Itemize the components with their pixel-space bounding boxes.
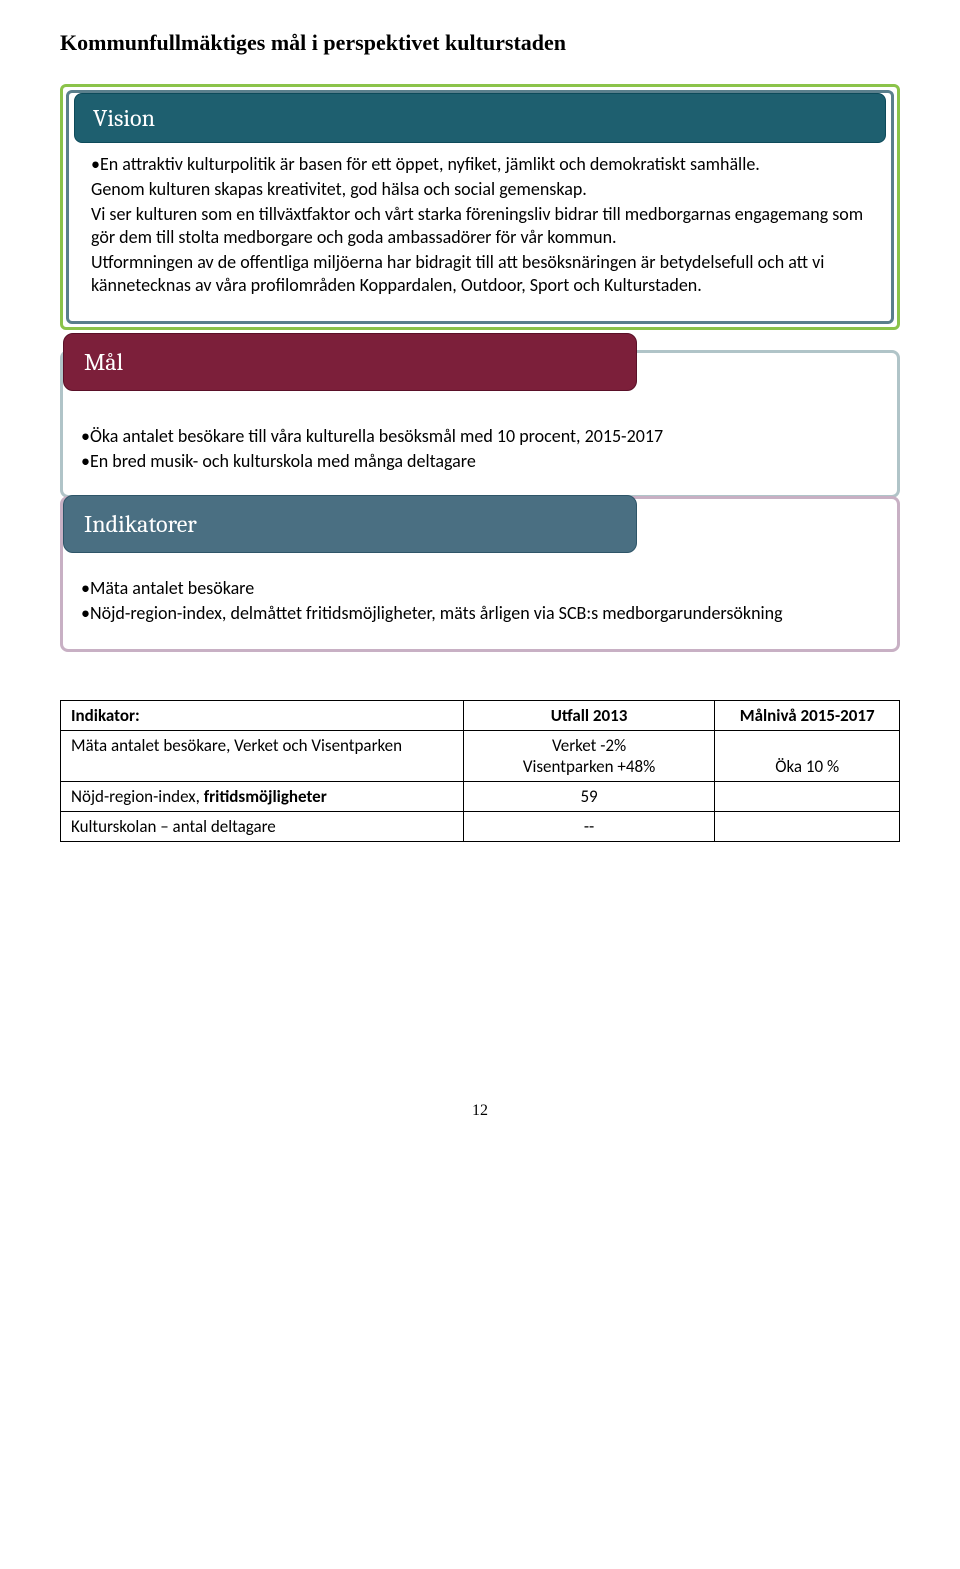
vision-outer-frame: Vision •En attraktiv kulturpolitik är ba…	[60, 84, 900, 330]
indikatorer-bullet: •Nöjd-region-index, delmåttet fritidsmöj…	[81, 602, 879, 625]
vision-section: Vision •En attraktiv kulturpolitik är ba…	[60, 84, 900, 330]
table-header: Målnivå 2015-2017	[715, 701, 900, 731]
vision-paragraph: •En attraktiv kulturpolitik är basen för…	[91, 153, 869, 176]
mal-bullet: •En bred musik- och kulturskola med mång…	[81, 450, 879, 473]
cell-text-bold: fritidsmöjligheter	[204, 786, 327, 807]
indicator-table: Indikator: Utfall 2013 Målnivå 2015-2017…	[60, 700, 900, 842]
cell-text: Nöjd-region-index,	[71, 786, 204, 807]
table-cell: --	[463, 812, 715, 842]
cell-line: Visentparken +48%	[523, 756, 655, 777]
vision-paragraph: Genom kulturen skapas kreativitet, god h…	[91, 178, 869, 201]
table-cell: 59	[463, 782, 715, 812]
indikatorer-frame: Indikatorer •Mäta antalet besökare •Nöjd…	[60, 496, 900, 652]
vision-paragraph: Utformningen av de offentliga miljöerna …	[91, 251, 869, 297]
mal-bullet: •Öka antalet besökare till våra kulturel…	[81, 425, 879, 448]
table-row: Mäta antalet besökare, Verket och Visent…	[61, 731, 900, 782]
table-cell	[715, 812, 900, 842]
mal-body: •Öka antalet besökare till våra kulturel…	[81, 425, 879, 473]
mal-frame: Mål •Öka antalet besökare till våra kult…	[60, 350, 900, 498]
table-row: Kulturskolan – antal deltagare --	[61, 812, 900, 842]
table-cell: Nöjd-region-index, fritidsmöjligheter	[61, 782, 464, 812]
indikatorer-bullet: •Mäta antalet besökare	[81, 577, 879, 600]
table-row: Nöjd-region-index, fritidsmöjligheter 59	[61, 782, 900, 812]
table-cell: Kulturskolan – antal deltagare	[61, 812, 464, 842]
vision-body: •En attraktiv kulturpolitik är basen för…	[91, 153, 869, 297]
mal-tab: Mål	[63, 333, 637, 391]
indikatorer-tab: Indikatorer	[63, 495, 637, 553]
table-cell: Verket -2% Visentparken +48%	[463, 731, 715, 782]
page-number: 12	[60, 1102, 900, 1120]
table-cell: Öka 10 %	[715, 731, 900, 782]
vision-inner-frame: Vision •En attraktiv kulturpolitik är ba…	[66, 90, 894, 324]
table-cell	[715, 782, 900, 812]
indikatorer-section: Indikatorer •Mäta antalet besökare •Nöjd…	[60, 496, 900, 652]
indikatorer-body: •Mäta antalet besökare •Nöjd-region-inde…	[81, 577, 879, 625]
table-cell: Mäta antalet besökare, Verket och Visent…	[61, 731, 464, 782]
table-header: Utfall 2013	[463, 701, 715, 731]
table-header-row: Indikator: Utfall 2013 Målnivå 2015-2017	[61, 701, 900, 731]
cell-line: Verket -2%	[552, 735, 626, 756]
vision-paragraph: Vi ser kulturen som en tillväxtfaktor oc…	[91, 203, 869, 249]
page-title: Kommunfullmäktiges mål i perspektivet ku…	[60, 30, 900, 56]
table-header: Indikator:	[61, 701, 464, 731]
mal-section: Mål •Öka antalet besökare till våra kult…	[60, 350, 900, 498]
vision-tab: Vision	[74, 93, 886, 143]
